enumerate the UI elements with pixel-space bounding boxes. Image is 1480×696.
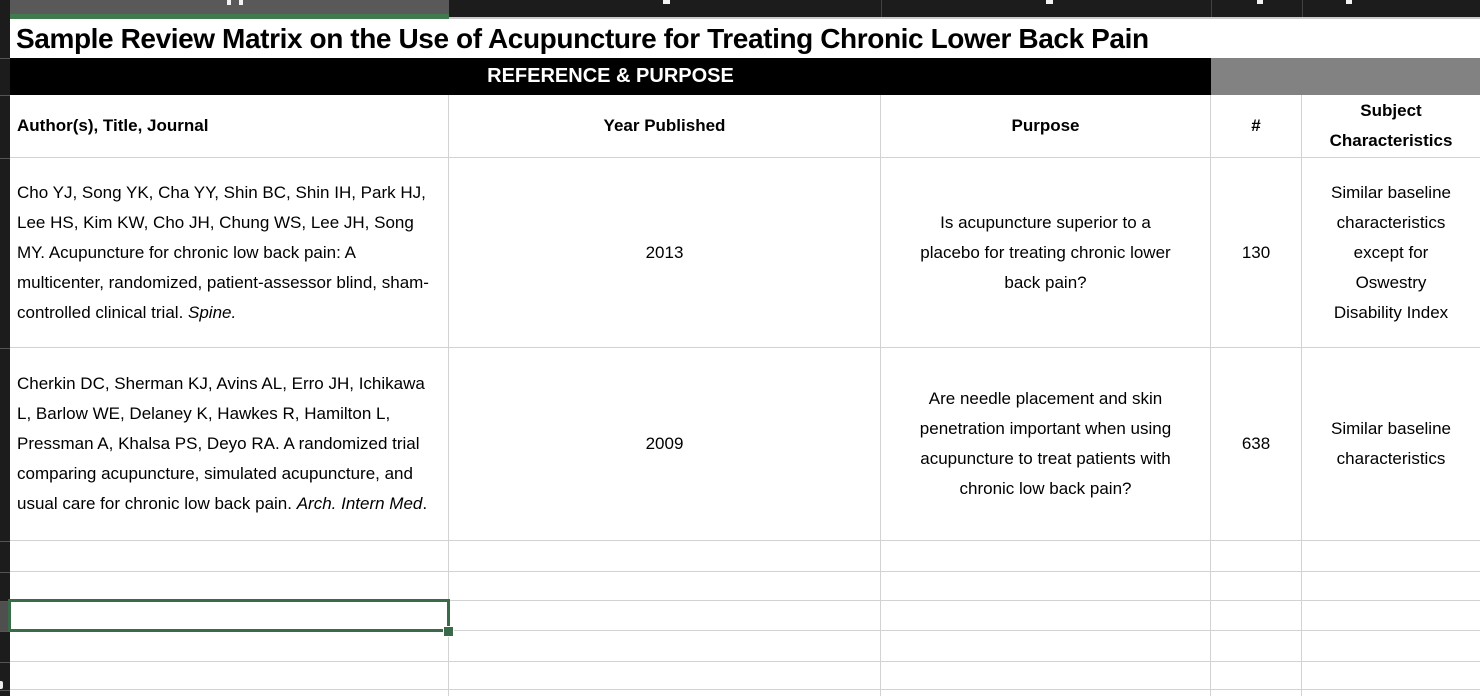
row-separator <box>0 601 10 602</box>
cell-purpose-row1[interactable]: Is acupuncture superior to a placebo for… <box>881 158 1211 348</box>
empty-cell[interactable] <box>1302 631 1480 662</box>
row-separator <box>0 662 10 663</box>
subject-text: Similar baseline characteristics except … <box>1331 182 1451 322</box>
empty-cell[interactable] <box>1211 662 1302 690</box>
cell-subject-row1[interactable]: Similar baseline characteristics except … <box>1302 158 1480 348</box>
col-header-year-label: Year Published <box>603 116 726 135</box>
empty-cell[interactable] <box>881 572 1211 601</box>
column-letter-tip <box>1257 0 1263 4</box>
purpose-text: Are needle placement and skin penetratio… <box>919 389 1172 498</box>
selected-cell-outline[interactable] <box>8 599 450 632</box>
column-letter-tip <box>1046 0 1053 4</box>
cell-year-row2[interactable]: 2009 <box>449 348 881 541</box>
empty-cell[interactable] <box>1211 601 1302 631</box>
col-header-count[interactable]: # <box>1211 95 1302 158</box>
column-letter-tip <box>1346 0 1352 4</box>
empty-cell[interactable] <box>10 662 449 690</box>
citation-text: Cho YJ, Song YK, Cha YY, Shin BC, Shin I… <box>17 182 429 322</box>
col-header-subject[interactable]: Subject Characteristics <box>1302 95 1480 158</box>
row-number-partial <box>0 681 3 689</box>
empty-cell[interactable] <box>449 631 881 662</box>
cell-purpose-row2[interactable]: Are needle placement and skin penetratio… <box>881 348 1211 541</box>
row-separator <box>0 158 10 159</box>
sheet-title: Sample Review Matrix on the Use of Acupu… <box>16 22 1149 54</box>
empty-cell[interactable] <box>10 631 449 662</box>
empty-cell[interactable] <box>449 572 881 601</box>
cell-citation-row2[interactable]: Cherkin DC, Sherman KJ, Avins AL, Erro J… <box>10 348 449 541</box>
empty-cell[interactable] <box>1302 541 1480 572</box>
col-header-author-label: Author(s), Title, Journal <box>17 116 209 135</box>
row-separator <box>0 572 10 573</box>
empty-cell[interactable] <box>10 541 449 572</box>
empty-cell[interactable] <box>10 572 449 601</box>
empty-cell[interactable] <box>881 662 1211 690</box>
row-header-gutter[interactable] <box>0 19 10 696</box>
row-separator <box>0 541 10 542</box>
cell-citation-row1[interactable]: Cho YJ, Song YK, Cha YY, Shin BC, Shin I… <box>10 158 449 348</box>
row-separator <box>0 631 10 632</box>
empty-cell[interactable] <box>1211 631 1302 662</box>
empty-cell[interactable] <box>881 541 1211 572</box>
row-separator <box>0 348 10 349</box>
column-separator <box>1302 0 1303 17</box>
col-header-subject-label: Subject Characteristics <box>1329 101 1453 150</box>
cell-subject-row2[interactable]: Similar baseline characteristics <box>1302 348 1480 541</box>
empty-cell[interactable] <box>1302 601 1480 631</box>
count-value: 130 <box>1241 242 1271 262</box>
row-separator <box>0 690 10 691</box>
empty-cell[interactable] <box>10 601 449 631</box>
column-header-underline <box>449 17 1480 19</box>
column-separator <box>881 0 882 17</box>
empty-cell[interactable] <box>1302 690 1480 696</box>
empty-cell[interactable] <box>1211 541 1302 572</box>
citation-text: Cherkin DC, Sherman KJ, Avins AL, Erro J… <box>17 374 428 513</box>
column-letter-tip <box>227 0 231 5</box>
col-header-author[interactable]: Author(s), Title, Journal <box>10 95 449 158</box>
empty-cell[interactable] <box>449 662 881 690</box>
section-header-cell[interactable]: REFERENCE & PURPOSE <box>10 58 1211 95</box>
fill-handle[interactable] <box>443 626 454 637</box>
empty-cell[interactable] <box>1211 572 1302 601</box>
empty-cell[interactable] <box>449 541 881 572</box>
title-cell[interactable]: Sample Review Matrix on the Use of Acupu… <box>10 19 1480 58</box>
cell-count-row1[interactable]: 130 <box>1211 158 1302 348</box>
row-header-selected[interactable] <box>0 601 10 631</box>
empty-cell[interactable] <box>10 690 449 696</box>
col-header-count-label: # <box>1251 116 1261 135</box>
section-header-gray-cell[interactable] <box>1211 58 1480 95</box>
empty-cell[interactable] <box>881 690 1211 696</box>
purpose-text: Is acupuncture superior to a placebo for… <box>920 212 1171 292</box>
row-separator <box>0 58 10 59</box>
empty-cell[interactable] <box>1211 690 1302 696</box>
row-separator <box>0 95 10 96</box>
column-header-bar[interactable] <box>0 0 1480 19</box>
subject-text: Similar baseline characteristics <box>1331 419 1451 468</box>
section-header-label: REFERENCE & PURPOSE <box>487 65 734 87</box>
column-separator <box>1211 0 1212 17</box>
empty-cell[interactable] <box>881 631 1211 662</box>
col-header-purpose-label: Purpose <box>1011 116 1080 135</box>
column-letter-tip <box>239 0 243 5</box>
empty-cell[interactable] <box>449 601 881 631</box>
col-header-purpose[interactable]: Purpose <box>881 95 1211 158</box>
empty-cell[interactable] <box>1302 662 1480 690</box>
column-letter-tip <box>663 0 670 4</box>
col-header-year[interactable]: Year Published <box>449 95 881 158</box>
cell-year-row1[interactable]: 2013 <box>449 158 881 348</box>
empty-cell[interactable] <box>881 601 1211 631</box>
count-value: 638 <box>1241 434 1271 453</box>
cell-count-row2[interactable]: 638 <box>1211 348 1302 541</box>
column-header-selected[interactable] <box>10 0 449 19</box>
year-value: 2009 <box>645 434 684 453</box>
year-value: 2013 <box>645 242 684 262</box>
empty-cell[interactable] <box>449 690 881 696</box>
empty-cell[interactable] <box>1302 572 1480 601</box>
